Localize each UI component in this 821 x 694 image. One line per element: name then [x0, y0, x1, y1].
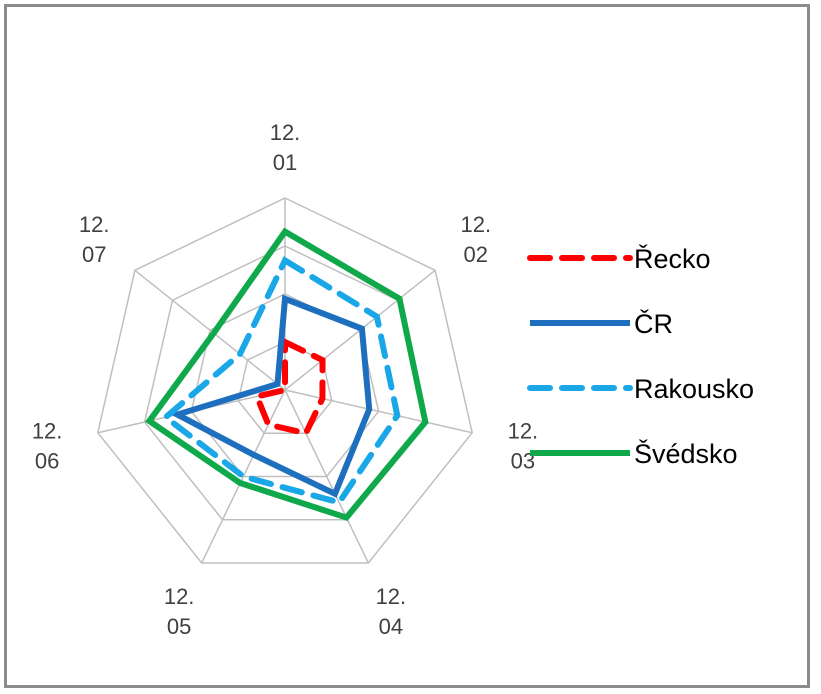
category-label-line: 12.	[376, 584, 407, 609]
category-label: 12. 03	[508, 418, 539, 473]
category-label-line: 02	[464, 242, 488, 267]
series-line	[169, 294, 373, 498]
category-label-line: 12.	[270, 120, 301, 145]
legend-label: Rakousko	[634, 374, 754, 404]
category-label-line: 06	[35, 448, 59, 473]
category-label-line: 12.	[460, 212, 491, 237]
category-label: 12. 04	[376, 584, 407, 639]
series-line	[252, 337, 326, 437]
series-lines	[145, 227, 429, 522]
grid-spoke	[201, 389, 286, 564]
category-label-line: 12.	[508, 418, 539, 443]
series-line	[160, 256, 401, 506]
grid-spoke	[134, 269, 286, 391]
grid-ring	[97, 197, 473, 564]
category-label-line: 07	[82, 242, 106, 267]
legend-label: Švédsko	[634, 438, 738, 469]
legend: Řecko ČR Rakousko Švédsko	[527, 243, 754, 469]
category-label-line: 05	[167, 614, 191, 639]
grid-spoke	[284, 389, 369, 564]
category-label: 12. 02	[460, 212, 491, 267]
legend-label: Řecko	[634, 243, 711, 274]
legend-label: ČR	[634, 308, 673, 339]
category-label-line: 01	[273, 150, 297, 175]
category-label: 12. 07	[79, 212, 110, 267]
category-label: 12. 01	[270, 120, 301, 175]
category-label-line: 04	[379, 614, 403, 639]
category-label-line: 12.	[32, 418, 63, 443]
category-label-line: 12.	[79, 212, 110, 237]
category-label: 12. 06	[32, 418, 63, 473]
category-label: 12. 05	[164, 584, 195, 639]
series-line	[145, 227, 429, 522]
grid-spoke	[284, 389, 473, 434]
category-label-line: 12.	[164, 584, 195, 609]
